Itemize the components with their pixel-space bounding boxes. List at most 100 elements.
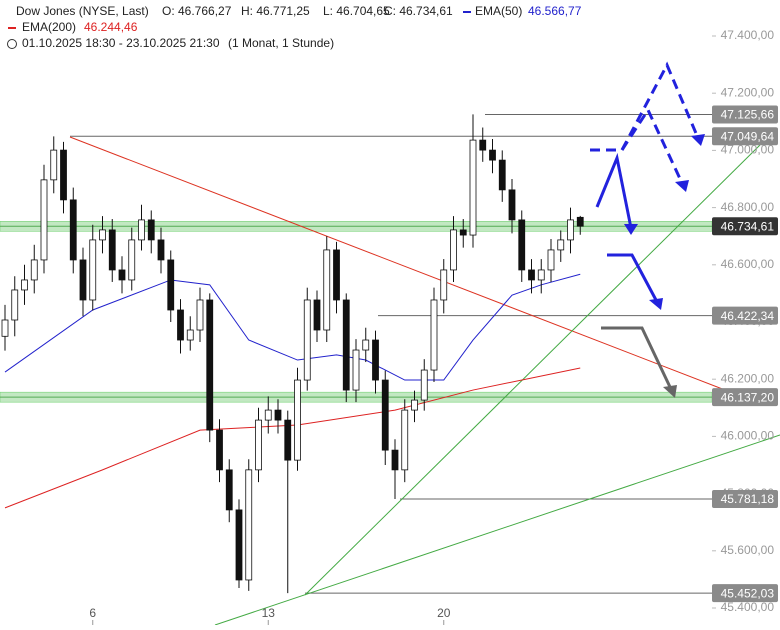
period: (1 Monat, 1 Stunde) xyxy=(228,36,334,50)
candle-body xyxy=(489,149,496,161)
candle-body xyxy=(576,216,584,227)
arrowhead xyxy=(649,298,663,310)
ema200-value: 46.244,46 xyxy=(84,20,138,34)
x-tick-label: 13 xyxy=(262,606,276,620)
candle-body xyxy=(99,229,106,241)
level-label: 46.734,61 xyxy=(721,219,775,233)
candle-body xyxy=(69,199,77,261)
candle-body xyxy=(11,289,19,321)
candle-body xyxy=(362,339,370,351)
clock-icon xyxy=(7,39,17,49)
x-tick-label: 20 xyxy=(437,606,451,620)
candle-body xyxy=(138,219,145,241)
arrowhead xyxy=(663,385,677,398)
ema-line xyxy=(4,273,581,381)
candle-body xyxy=(381,379,389,451)
candle-body xyxy=(440,269,448,301)
candle-body xyxy=(1,319,9,337)
candle-body xyxy=(21,279,28,291)
candle-body xyxy=(225,469,233,511)
level-label-box xyxy=(712,105,778,124)
candle-body xyxy=(118,269,126,281)
candle-body xyxy=(557,239,565,251)
candle-body xyxy=(157,239,165,261)
candle-body xyxy=(30,259,38,281)
level-label-box xyxy=(712,306,778,325)
candle-body xyxy=(196,299,204,331)
candle-body xyxy=(372,339,379,381)
arrow xyxy=(620,106,684,184)
candle-body xyxy=(313,299,321,331)
high: H: 46.771,25 xyxy=(241,4,310,18)
ema50-value: 46.566,77 xyxy=(528,4,582,18)
drawings xyxy=(69,61,780,626)
candle-body xyxy=(420,369,428,401)
candle-body xyxy=(294,379,301,461)
candle-body xyxy=(206,299,214,431)
trend-line xyxy=(214,434,780,626)
arrowhead xyxy=(624,224,638,235)
level-label-box xyxy=(712,217,778,236)
candle-body xyxy=(537,269,545,281)
y-tick-label: 45.400,00 xyxy=(721,600,775,614)
arrow xyxy=(601,326,672,388)
level-label: 45.781,18 xyxy=(721,492,775,506)
candle-body xyxy=(108,229,116,271)
candle-body xyxy=(567,219,574,241)
candle-body xyxy=(411,399,418,411)
arrowhead xyxy=(675,180,689,192)
level-label-box xyxy=(712,127,778,146)
y-tick-label: 45.600,00 xyxy=(721,543,775,557)
candle-body xyxy=(284,419,292,461)
arrow xyxy=(595,152,633,229)
candle-body xyxy=(128,239,136,281)
level-label: 47.125,66 xyxy=(721,108,775,122)
legend-entry: EMA(200) xyxy=(22,20,76,34)
legend-entry: EMA(50) xyxy=(475,4,522,18)
candle-body xyxy=(518,219,526,271)
candle-body xyxy=(430,299,438,371)
candle-body xyxy=(235,509,243,581)
y-tick-label: 46.200,00 xyxy=(721,371,775,385)
level-label-box xyxy=(712,584,778,603)
candle-body xyxy=(450,229,457,271)
y-tick-label: 47.000,00 xyxy=(721,143,775,157)
x-tick-label: 6 xyxy=(89,606,96,620)
low: L: 46.704,65 xyxy=(323,4,390,18)
y-tick-label: 46.600,00 xyxy=(721,257,775,271)
ema-line xyxy=(4,367,581,509)
open: O: 46.766,27 xyxy=(162,4,232,18)
candle-body xyxy=(216,429,223,471)
candle-body xyxy=(60,149,67,201)
candle-body xyxy=(342,299,350,391)
level-label-box xyxy=(712,388,778,407)
candle-body xyxy=(167,259,175,311)
candle-body xyxy=(459,229,467,236)
candle-body xyxy=(498,159,506,191)
y-tick-label: 47.400,00 xyxy=(721,28,775,42)
instrument: Dow Jones (NYSE, Last) xyxy=(16,4,149,18)
candle-body xyxy=(264,409,272,421)
candle-body xyxy=(40,179,48,261)
candle-body xyxy=(547,249,555,271)
header: Dow Jones (NYSE, Last) O: 46.766,27 H: 4… xyxy=(7,4,582,50)
candle-body xyxy=(469,139,477,236)
candle-body xyxy=(479,139,487,151)
candle-body xyxy=(303,299,311,381)
level-label-box xyxy=(712,489,778,508)
candle-body xyxy=(323,249,331,331)
candle-body xyxy=(401,409,409,471)
level-label: 47.049,64 xyxy=(721,129,775,143)
candle-body xyxy=(528,269,535,281)
candle-body xyxy=(391,449,399,471)
candle-body xyxy=(147,219,155,241)
candle-body xyxy=(186,329,194,341)
candle-body xyxy=(508,189,516,221)
candle-body xyxy=(177,309,184,341)
y-tick-label: 47.200,00 xyxy=(721,85,775,99)
level-label: 45.452,03 xyxy=(721,586,775,600)
y-tick-label: 46.800,00 xyxy=(721,200,775,214)
arrow xyxy=(590,61,700,152)
y-tick-label: 46.000,00 xyxy=(721,429,775,443)
